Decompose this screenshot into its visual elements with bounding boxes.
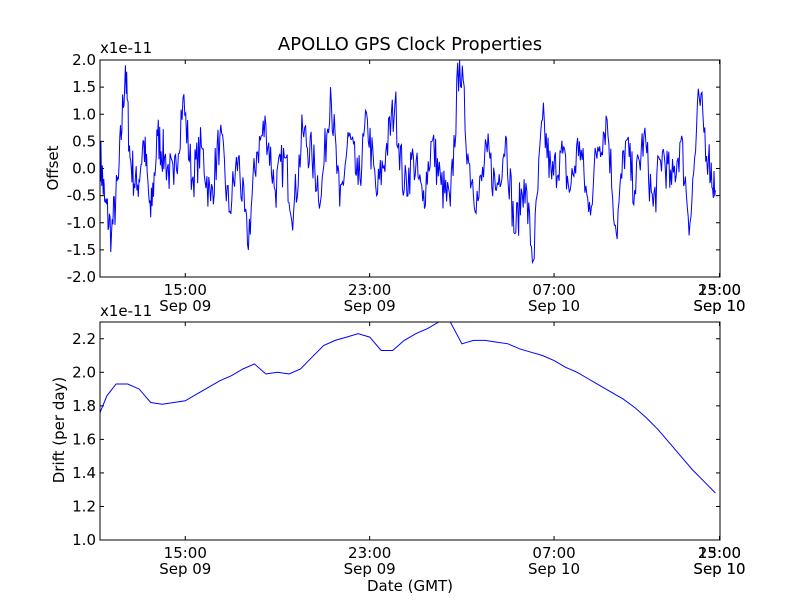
drift-y-tick-label: 1.6 (72, 430, 96, 448)
drift-y-tick-label: 2.0 (72, 363, 96, 381)
drift-x-tick-time: 23:00 (698, 544, 741, 562)
offset-y-tick-label: 1.0 (72, 105, 96, 123)
offset-y-tick-label: -1.5 (67, 241, 96, 259)
drift-y-axis-label: Drift (per day) (50, 377, 68, 484)
drift-exponent-label: x1e-11 (100, 302, 152, 320)
drift-x-axis-label: Date (GMT) (367, 577, 453, 595)
offset-y-tick-label: 2.0 (72, 51, 96, 69)
offset-y-tick-label: 1.5 (72, 78, 96, 96)
offset-y-ticks: -2.0 -1.5 -1.0 -0.5 0.0 0.5 1.0 1.5 2.0 (67, 51, 720, 286)
drift-x-tick-time: 15:00 (164, 544, 207, 562)
offset-x-tick-time: 15:00 (698, 281, 741, 299)
chart-title: APOLLO GPS Clock Properties (278, 34, 542, 55)
offset-x-tick-time: 23:00 (348, 281, 391, 299)
drift-series-line (99, 321, 716, 494)
offset-x-tick-date: Sep 10 (693, 297, 745, 315)
drift-y-tick-label: 2.2 (72, 330, 96, 348)
drift-x-tick-date: Sep 10 (693, 560, 745, 578)
drift-x-tick-date: Sep 09 (344, 560, 396, 578)
offset-exponent-label: x1e-11 (100, 39, 152, 57)
offset-plot-frame (99, 59, 721, 278)
offset-y-tick-label: -1.0 (67, 214, 96, 232)
drift-y-tick-label: 1.8 (72, 397, 96, 415)
offset-y-tick-label: 0.0 (72, 160, 96, 178)
drift-y-tick-label: 1.4 (72, 464, 96, 482)
offset-x-tick-date: Sep 10 (528, 297, 580, 315)
offset-y-axis-label: Offset (44, 145, 62, 190)
offset-x-tick-time: 23:00 (698, 281, 741, 299)
drift-x-tick-date: Sep 10 (528, 560, 580, 578)
drift-x-tick-time: 15:00 (698, 544, 741, 562)
offset-x-tick-date: Sep 09 (344, 297, 396, 315)
offset-x-tick-date: Sep 10 (693, 297, 745, 315)
drift-x-tick-time: 07:00 (532, 544, 575, 562)
drift-y-ticks: 1.0 1.2 1.4 1.6 1.8 2.0 2.2 (72, 330, 720, 549)
drift-x-tick-time: 23:00 (348, 544, 391, 562)
drift-y-tick-label: 1.2 (72, 497, 96, 515)
drift-y-tick-label: 1.0 (72, 531, 96, 549)
offset-series-line (99, 59, 716, 265)
offset-x-tick-date: Sep 09 (159, 297, 211, 315)
drift-panel: x1e-11 Drift (per day) Date (GMT) 1.0 1.2… (50, 302, 746, 595)
offset-y-tick-label: -2.0 (67, 268, 96, 286)
offset-y-tick-label: 0.5 (72, 132, 96, 150)
offset-y-tick-label: -0.5 (67, 187, 96, 205)
offset-x-tick-time: 15:00 (164, 281, 207, 299)
drift-x-tick-date: Sep 10 (693, 560, 745, 578)
offset-panel: APOLLO GPS Clock Properties x1e-11 Offse… (44, 34, 746, 315)
offset-x-tick-time: 07:00 (532, 281, 575, 299)
drift-plot-frame (99, 321, 721, 541)
drift-x-tick-date: Sep 09 (159, 560, 211, 578)
